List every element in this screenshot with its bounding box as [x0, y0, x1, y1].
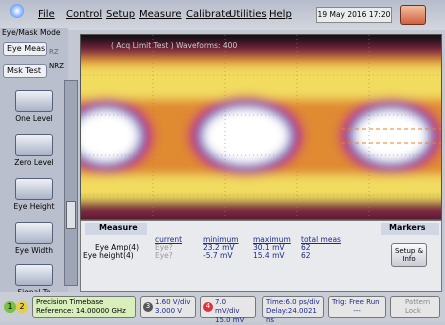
menu-item[interactable]: Calibrate	[186, 9, 232, 20]
sb-text: Trig: Free Run	[332, 298, 380, 306]
measure-button[interactable]: One Level	[6, 86, 62, 128]
sb-text: Delay:24.0021 ns	[266, 307, 317, 324]
cell: Eye?	[155, 243, 173, 252]
scrollbar[interactable]	[64, 80, 78, 286]
button-label: Eye Width	[15, 246, 53, 255]
eye-diagram	[81, 35, 441, 219]
cell: 62	[301, 243, 311, 252]
sb-text: 15.0 mV	[215, 316, 245, 324]
mode-label: Eye/Mask Mode	[2, 28, 61, 37]
sb-text: 7.0 mV/div	[215, 298, 240, 315]
cell: 23.2 mV	[203, 243, 235, 252]
channel-icon[interactable]: 2	[16, 301, 28, 313]
measure-panel: Measure Markers current minimum maximum …	[80, 220, 442, 292]
menu-item[interactable]: File	[38, 9, 55, 20]
scroll-thumb[interactable]	[66, 201, 76, 229]
coding[interactable]: RZ	[49, 48, 59, 56]
menu-item[interactable]: Setup	[106, 9, 136, 20]
waveform-display: ( Acq Limit Test ) Waveforms: 400	[80, 34, 442, 220]
acq-status: ( Acq Limit Test ) Waveforms: 400	[111, 41, 238, 50]
column-header: current	[155, 235, 183, 244]
channel-icon[interactable]: 1	[4, 301, 16, 313]
sidebar: Eye/Mask Mode Eye Meas Msk Test RZ NRZ O…	[0, 28, 68, 306]
sb-text: Time:6.0 ps/div	[266, 298, 320, 306]
cell: Eye?	[155, 251, 173, 260]
sb-text: 1.60 V/div	[155, 298, 191, 306]
setup-info-button[interactable]: Setup & Info	[391, 243, 427, 267]
run-button[interactable]	[400, 5, 426, 25]
cell: 30.1 mV	[253, 243, 285, 252]
column-header: maximum	[253, 235, 291, 244]
menu-item[interactable]: Measure	[139, 9, 182, 20]
button-label: Zero Level	[14, 158, 54, 167]
measure-button[interactable]: Zero Level	[6, 130, 62, 172]
cell: 15.4 mV	[253, 251, 285, 260]
menu-item[interactable]: Control	[66, 9, 103, 20]
menu-item[interactable]: Help	[269, 9, 292, 20]
tab[interactable]: Eye Meas	[3, 42, 47, 56]
markers-tab[interactable]: Markers	[381, 223, 439, 235]
sb-text: Precision Timebase	[36, 298, 104, 306]
menu-bar: File Control Setup Measure Calibrate Uti…	[0, 0, 445, 30]
row-label: Eye height(4)	[83, 251, 134, 260]
button-label: Eye Height	[13, 202, 55, 211]
button-label: One Level	[15, 114, 53, 123]
datetime: 19 May 2016 17:20	[316, 7, 392, 23]
timebase[interactable]: Precision Timebase Reference: 14.00000 GH…	[32, 296, 136, 318]
tab[interactable]: Msk Test	[3, 64, 47, 78]
time[interactable]: Time:6.0 ps/div Delay:24.0021 ns	[262, 296, 324, 324]
column-header: total meas	[301, 235, 341, 244]
trigger[interactable]: Trig: Free Run ---	[328, 296, 386, 318]
cell: -5.7 mV	[203, 251, 233, 260]
sb-text: 3.000 V	[155, 307, 183, 315]
measure-tab[interactable]: Measure	[85, 223, 147, 235]
cell: 62	[301, 251, 311, 260]
channel-4[interactable]: 4 7.0 mV/div 15.0 mV	[200, 296, 256, 324]
channel-3[interactable]: 3 1.60 V/div 3.000 V	[140, 296, 196, 318]
ch-number: 3	[143, 302, 153, 312]
column-header: minimum	[203, 235, 239, 244]
measure-button[interactable]: Eye Height	[6, 174, 62, 216]
menu-item[interactable]: Utilities	[229, 9, 267, 20]
ch-number: 4	[203, 302, 213, 312]
sb-text: Reference: 14.00000 GHz	[36, 307, 126, 315]
sb-text: ---	[353, 307, 361, 315]
pattern-lock[interactable]: Pattern Lock	[390, 296, 440, 318]
row-label: Eye Amp(4)	[95, 243, 139, 252]
app-icon	[10, 4, 24, 18]
measure-button[interactable]: Eye Width	[6, 218, 62, 260]
coding[interactable]: NRZ	[49, 62, 64, 70]
